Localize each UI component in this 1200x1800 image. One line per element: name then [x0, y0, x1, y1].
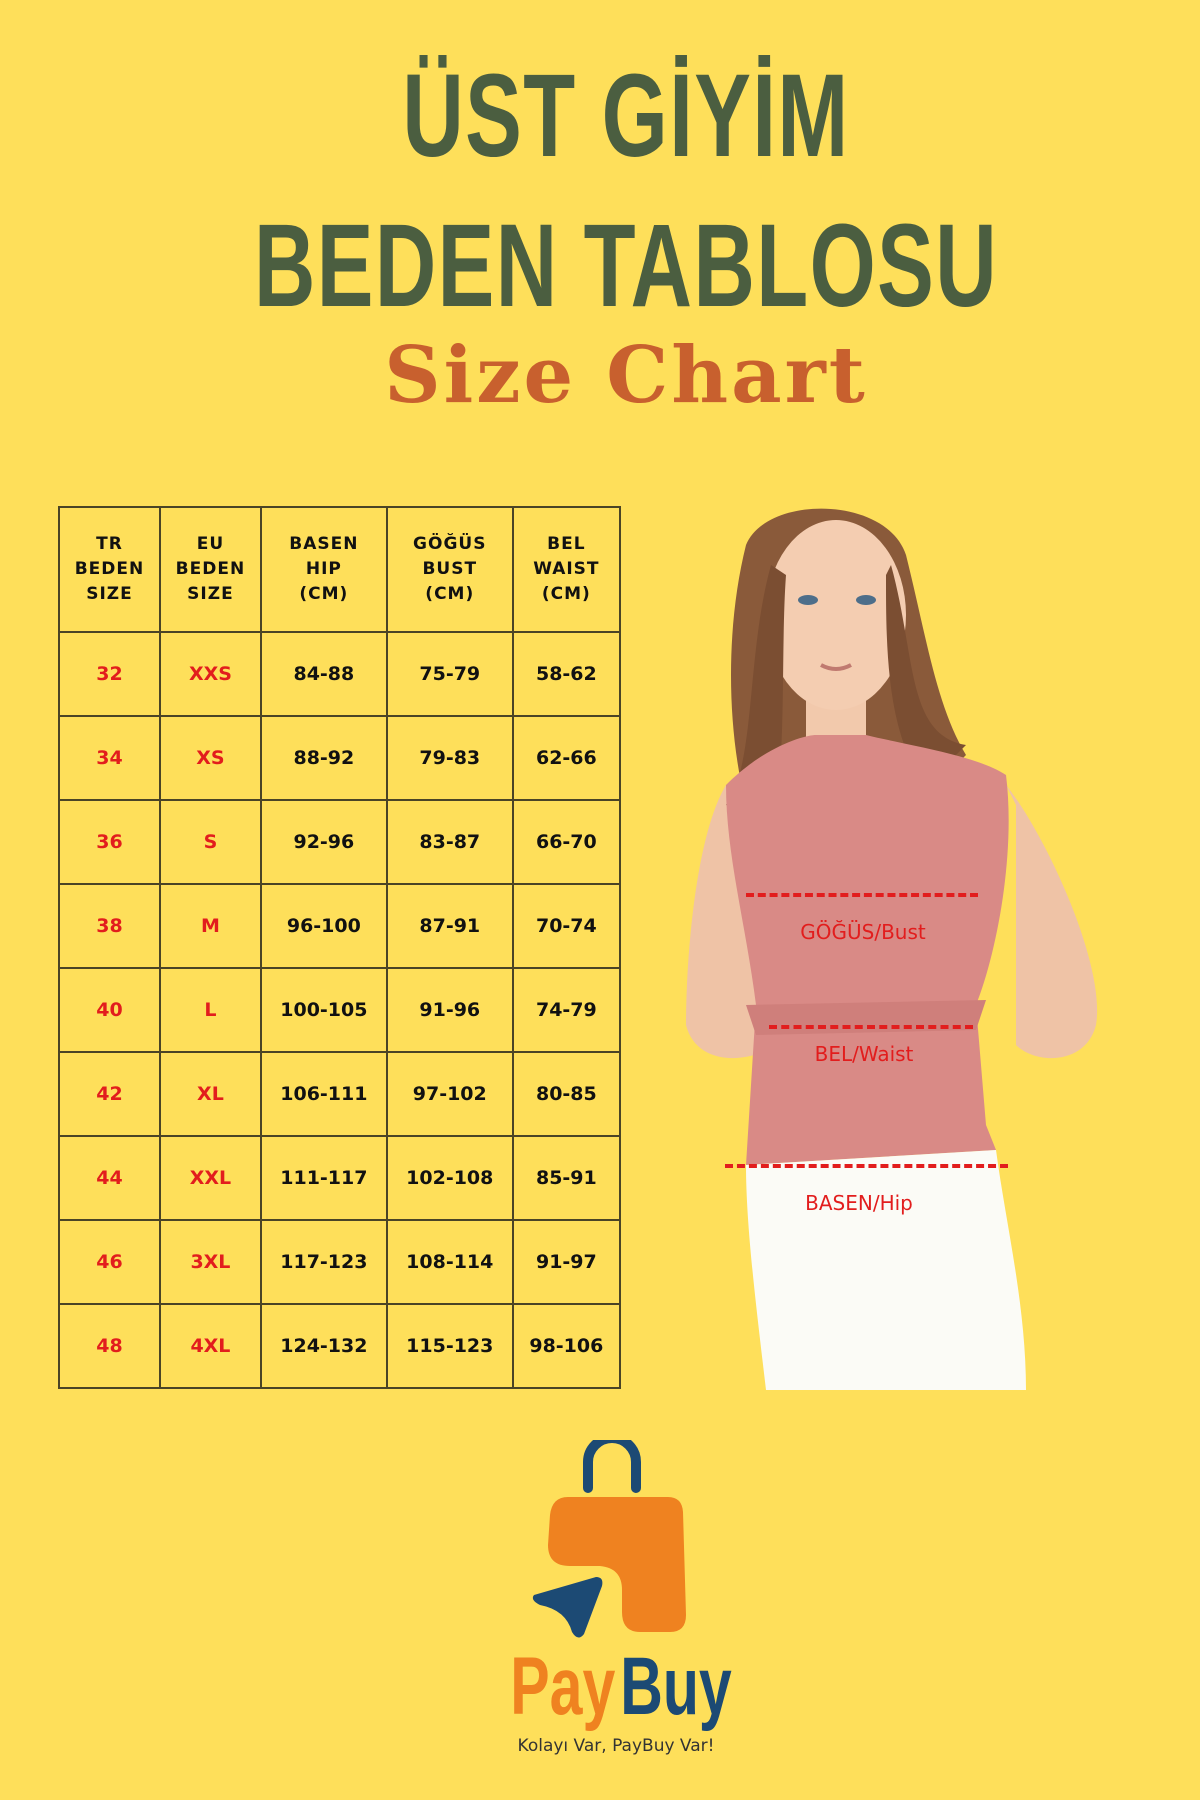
waist-cell: 62-66 [511, 715, 622, 801]
eu-size: S [158, 799, 262, 885]
table-row: 42 XL 106-111 97-102 80-85 [58, 1051, 622, 1137]
waist-cell: 70-74 [511, 883, 622, 969]
column-header: BEL WAIST (CM) [511, 506, 622, 633]
hip-cell: 111-117 [259, 1135, 388, 1221]
title-line-1: ÜST GİYİM [402, 50, 850, 182]
table-row: 40 L 100-105 91-96 74-79 [58, 967, 622, 1053]
tr-size: 44 [58, 1135, 161, 1221]
brand-name: Pay Buy [174, 1640, 1068, 1734]
bust-cell: 83-87 [385, 799, 514, 885]
brand-buy: Buy [620, 1641, 732, 1732]
brand-pay: Pay [510, 1641, 616, 1732]
tr-size: 32 [58, 631, 161, 717]
column-header: TR BEDEN SIZE [58, 506, 161, 633]
bust-cell: 91-96 [385, 967, 514, 1053]
eu-size: XL [158, 1051, 262, 1137]
bust-cell: 79-83 [385, 715, 514, 801]
bust-line [746, 893, 978, 897]
table-row: 32 XXS 84-88 75-79 58-62 [58, 631, 622, 717]
waist-cell: 91-97 [511, 1219, 622, 1305]
eu-size: L [158, 967, 262, 1053]
subtitle: Size Chart [384, 330, 868, 421]
table-row: 48 4XL 124-132 115-123 98-106 [58, 1303, 622, 1389]
eu-size: 4XL [158, 1303, 262, 1389]
eu-size: 3XL [158, 1219, 262, 1305]
hip-cell: 100-105 [259, 967, 388, 1053]
hip-line [725, 1164, 1008, 1168]
tagline: Kolayı Var, PayBuy Var! [517, 1736, 715, 1756]
tr-size: 46 [58, 1219, 161, 1305]
bust-cell: 115-123 [385, 1303, 514, 1389]
bust-cell: 87-91 [385, 883, 514, 969]
bust-label: GÖĞÜS/Bust [800, 920, 926, 944]
waist-cell: 98-106 [511, 1303, 622, 1389]
hip-cell: 117-123 [259, 1219, 388, 1305]
waist-cell: 66-70 [511, 799, 622, 885]
waist-cell: 80-85 [511, 1051, 622, 1137]
table-row: 34 XS 88-92 79-83 62-66 [58, 715, 622, 801]
hip-cell: 92-96 [259, 799, 388, 885]
table-header-row: TR BEDEN SIZE EU BEDEN SIZE BASEN HIP (CM)… [58, 506, 622, 633]
eu-size: M [158, 883, 262, 969]
hip-cell: 88-92 [259, 715, 388, 801]
eu-size: XXS [158, 631, 262, 717]
waist-line [769, 1025, 973, 1029]
tr-size: 42 [58, 1051, 161, 1137]
column-header: BASEN HIP (CM) [259, 506, 388, 633]
bust-cell: 108-114 [385, 1219, 514, 1305]
eu-size: XXL [158, 1135, 262, 1221]
waist-cell: 85-91 [511, 1135, 622, 1221]
tr-size: 38 [58, 883, 161, 969]
model-photo [686, 508, 1098, 1390]
title-line-2: BEDEN TABLOSU [253, 200, 999, 332]
hip-cell: 96-100 [259, 883, 388, 969]
hip-cell: 84-88 [259, 631, 388, 717]
tr-size: 34 [58, 715, 161, 801]
paybuy-logo-icon [532, 1440, 686, 1638]
waist-cell: 74-79 [511, 967, 622, 1053]
column-header: GÖĞÜS BUST (CM) [385, 506, 514, 633]
waist-cell: 58-62 [511, 631, 622, 717]
table-row: 46 3XL 117-123 108-114 91-97 [58, 1219, 622, 1305]
waist-label: BEL/Waist [814, 1042, 914, 1066]
hip-cell: 106-111 [259, 1051, 388, 1137]
column-header: EU BEDEN SIZE [158, 506, 262, 633]
tr-size: 48 [58, 1303, 161, 1389]
hip-cell: 124-132 [259, 1303, 388, 1389]
tr-size: 40 [58, 967, 161, 1053]
table-row: 44 XXL 111-117 102-108 85-91 [58, 1135, 622, 1221]
eu-size: XS [158, 715, 262, 801]
table-row: 36 S 92-96 83-87 66-70 [58, 799, 622, 885]
table-row: 38 M 96-100 87-91 70-74 [58, 883, 622, 969]
size-table: TR BEDEN SIZE EU BEDEN SIZE BASEN HIP (CM)… [58, 506, 622, 1389]
bust-cell: 75-79 [385, 631, 514, 717]
tr-size: 36 [58, 799, 161, 885]
bust-cell: 97-102 [385, 1051, 514, 1137]
bust-cell: 102-108 [385, 1135, 514, 1221]
hip-label: BASEN/Hip [805, 1191, 913, 1215]
